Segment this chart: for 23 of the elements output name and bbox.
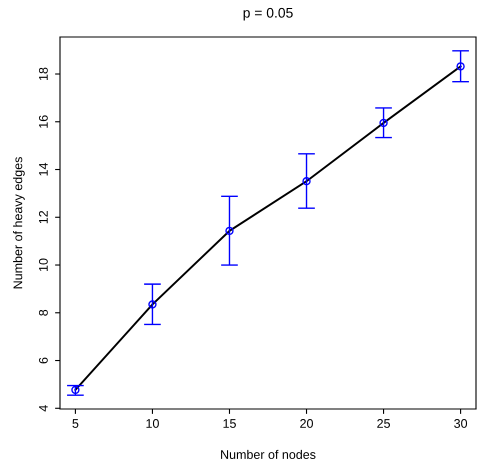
- y-tick-label: 14: [39, 162, 48, 176]
- y-tick-label: 6: [38, 358, 48, 364]
- y-tick-label: 8: [38, 310, 48, 316]
- point: [456, 62, 465, 71]
- y-axis-title: Number of heavy edges: [13, 157, 25, 288]
- point: [225, 226, 234, 236]
- point: [71, 386, 80, 394]
- point: [148, 300, 157, 309]
- y-tick-label: 10: [38, 258, 48, 272]
- x-axis-title: Number of nodes: [221, 450, 316, 459]
- chart-title: p = 0.05: [244, 8, 293, 20]
- y-tick-label: 18: [38, 68, 48, 80]
- x-tick-label: 30: [454, 419, 468, 428]
- x-tick-label: 5: [72, 419, 78, 428]
- x-tick-label: 25: [377, 419, 390, 428]
- y-tick-label: 4: [39, 405, 48, 412]
- point: [379, 118, 388, 128]
- y-tick-label: 16: [38, 115, 48, 128]
- x-tick-label: 10: [146, 419, 159, 428]
- point: [302, 177, 311, 186]
- x-tick-label: 20: [300, 419, 313, 428]
- y-tick-label: 12: [38, 210, 48, 224]
- x-tick-label: 15: [223, 419, 236, 428]
